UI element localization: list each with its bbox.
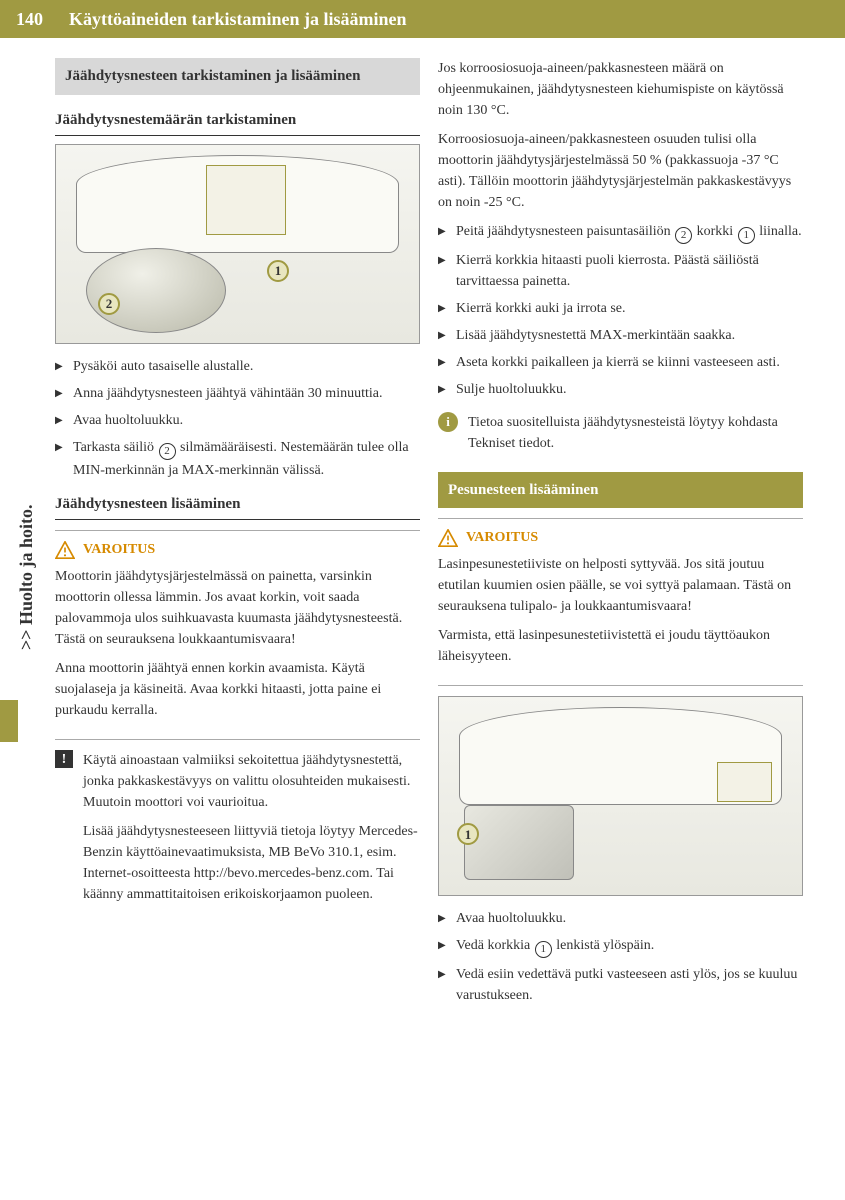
steps-list: Avaa huoltoluukku. Vedä korkkia 1 lenkis…: [438, 908, 803, 1006]
list-item: Peitä jäähdytysnesteen paisuntasäiliön 2…: [438, 221, 803, 244]
page-header: 140 Käyttöaineiden tarkistaminen ja lisä…: [0, 0, 845, 38]
list-item: Lisää jäähdytysnestettä MAX-merkintään s…: [438, 325, 803, 346]
warning-box: VAROITUS Moottorin jäähdytysjärjestelmäs…: [55, 530, 420, 740]
info-block: i Tietoa suositelluista jäähdytysnesteis…: [438, 412, 803, 454]
page-number: 140: [0, 9, 59, 30]
body-text: Korroosiosuoja-aineen/pakkasnesteen osuu…: [438, 129, 803, 213]
note-text: Käytä ainoastaan valmiiksi sekoitettua j…: [83, 750, 420, 813]
side-marker: [0, 700, 18, 742]
list-item: Avaa huoltoluukku.: [55, 410, 420, 431]
important-icon: !: [55, 750, 73, 768]
note-block: ! Käytä ainoastaan valmiiksi sekoitettua…: [55, 750, 420, 913]
left-column: Jäähdytysnesteen tarkistaminen ja lisääm…: [55, 58, 420, 1018]
list-item: Avaa huoltoluukku.: [438, 908, 803, 929]
figure-washer: 1: [438, 696, 803, 896]
callout-2: 2: [98, 293, 120, 315]
warning-icon: [55, 541, 75, 559]
info-icon: i: [438, 412, 458, 432]
list-item: Kierrä korkki auki ja irrota se.: [438, 298, 803, 319]
right-column: Jos korroosiosuoja-aineen/pakkasnesteen …: [438, 58, 803, 1018]
warning-box: VAROITUS Lasinpesunestetiiviste on helpo…: [438, 518, 803, 686]
list-item: Aseta korkki paikalleen ja kierrä se kii…: [438, 352, 803, 373]
warning-text: Varmista, että lasinpesunestetiivistettä…: [438, 625, 803, 667]
list-item: Vedä korkkia 1 lenkistä ylöspäin.: [438, 935, 803, 958]
note-text: Lisää jäähdytysnesteeseen liittyviä tiet…: [83, 821, 420, 905]
list-item: Sulje huoltoluukku.: [438, 379, 803, 400]
list-item: Kierrä korkkia hitaasti puoli kierrosta.…: [438, 250, 803, 292]
body-text: Jos korroosiosuoja-aineen/pakkasnesteen …: [438, 58, 803, 121]
section-heading: Pesunesteen lisääminen: [438, 472, 803, 509]
warning-text: Moottorin jäähdytysjärjestelmässä on pai…: [55, 566, 420, 650]
warning-text: Lasinpesunestetiiviste on helposti sytty…: [438, 554, 803, 617]
content-area: Jäähdytysnesteen tarkistaminen ja lisääm…: [0, 38, 845, 1018]
list-item: Anna jäähdytysnesteen jäähtyä vähintään …: [55, 383, 420, 404]
subheading: Jäähdytysnestemäärän tarkistaminen: [55, 109, 420, 137]
list-item: Vedä esiin vedettävä putki vasteeseen as…: [438, 964, 803, 1006]
warning-icon: [438, 529, 458, 547]
page-title: Käyttöaineiden tarkistaminen ja lisäämin…: [59, 9, 407, 30]
info-text: Tietoa suositelluista jäähdytysnesteistä…: [468, 412, 803, 454]
steps-list: Peitä jäähdytysnesteen paisuntasäiliön 2…: [438, 221, 803, 400]
warning-heading: VAROITUS: [55, 539, 420, 560]
section-heading: Jäähdytysnesteen tarkistaminen ja lisääm…: [55, 58, 420, 95]
warning-text: Anna moottorin jäähtyä ennen korkin avaa…: [55, 658, 420, 721]
list-item: Pysäköi auto tasaiselle alustalle.: [55, 356, 420, 377]
list-item: Tarkasta säiliö 2 silmämääräisesti. Nest…: [55, 437, 420, 481]
figure-coolant: 1 2: [55, 144, 420, 344]
callout-1: 1: [267, 260, 289, 282]
warning-heading: VAROITUS: [438, 527, 803, 548]
steps-list: Pysäköi auto tasaiselle alustalle. Anna …: [55, 356, 420, 481]
section-tab: >> Huolto ja hoito.: [16, 504, 37, 650]
subheading: Jäähdytysnesteen lisääminen: [55, 493, 420, 521]
